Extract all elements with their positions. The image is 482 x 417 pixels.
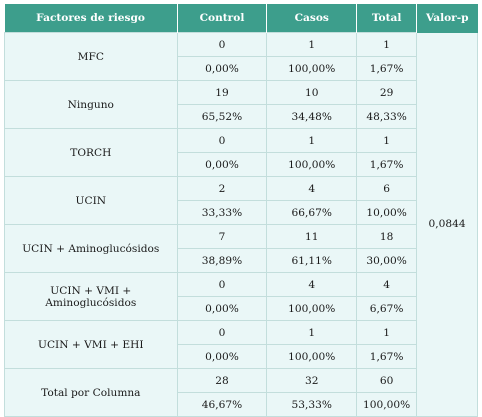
control-percent: 0,00% <box>176 56 268 81</box>
control-percent: 0,00% <box>176 296 268 321</box>
control-percent: 46,67% <box>176 392 268 417</box>
control-percent: 38,89% <box>176 248 268 273</box>
table-row: Ninguno 19 10 29 <box>4 80 478 129</box>
total-percent: 6,67% <box>356 296 418 321</box>
total-count: 29 <box>356 80 418 105</box>
factor-label: TORCH <box>4 128 178 177</box>
header-row: Factores de riesgo Control Casos Total V… <box>4 4 478 33</box>
table-row: 0,00% 100,00% 1,67% <box>5 56 478 81</box>
factor-label: UCIN <box>4 176 178 225</box>
table-row: 38,89% 61,11% 30,00% <box>5 248 478 273</box>
factor-label: UCIN + Aminoglucósidos <box>4 224 178 273</box>
control-count: 0 <box>176 272 268 297</box>
casos-percent: 100,00% <box>266 344 358 369</box>
total-percent: 1,67% <box>356 56 418 81</box>
total-count: 6 <box>356 176 418 201</box>
casos-percent: 66,67% <box>266 200 358 225</box>
table-row: MFC 0 1 1 0,0844 <box>4 32 478 417</box>
p-value: 0,0844 <box>416 32 478 417</box>
table-row: 0,00% 100,00% 1,67% <box>5 344 478 369</box>
control-count: 0 <box>176 32 268 57</box>
table-row: UCIN + VMI + EHI 0 1 1 <box>4 320 478 369</box>
control-count: 0 <box>176 320 268 345</box>
control-percent: 0,00% <box>176 152 268 177</box>
total-count: 1 <box>356 128 418 153</box>
header-total: Total <box>356 4 418 33</box>
casos-percent: 34,48% <box>266 104 358 129</box>
control-percent: 33,33% <box>176 200 268 225</box>
control-percent: 65,52% <box>176 104 268 129</box>
total-count: 1 <box>356 32 418 57</box>
factor-label: MFC <box>4 32 178 81</box>
table-body: MFC 0 1 1 0,0844 0,00% 100,00% 1,67% Ninguno 19 10… <box>4 32 478 417</box>
casos-percent: 53,33% <box>266 392 358 417</box>
total-count: 18 <box>356 224 418 249</box>
total-count: 4 <box>356 272 418 297</box>
table-row: 46,67% 53,33% 100,00% <box>5 392 478 417</box>
total-percent: 100,00% <box>356 392 418 417</box>
casos-count: 11 <box>266 224 358 249</box>
control-count: 0 <box>176 128 268 153</box>
total-count: 1 <box>356 320 418 345</box>
table-row: Total por Columna 28 32 60 <box>4 368 478 417</box>
control-percent: 0,00% <box>176 344 268 369</box>
risk-factors-table: Factores de riesgo Control Casos Total V… <box>4 4 478 417</box>
control-count: 28 <box>176 368 268 393</box>
casos-count: 4 <box>266 272 358 297</box>
table-row: 65,52% 34,48% 48,33% <box>5 104 478 129</box>
header-control: Control <box>177 4 268 33</box>
casos-percent: 100,00% <box>266 296 358 321</box>
table-row: UCIN + Aminoglucósidos 7 11 18 <box>4 224 478 273</box>
casos-percent: 100,00% <box>266 56 358 81</box>
casos-count: 1 <box>266 128 358 153</box>
control-count: 19 <box>176 80 268 105</box>
factor-label: Ninguno <box>4 80 178 129</box>
total-percent: 30,00% <box>356 248 418 273</box>
control-count: 7 <box>176 224 268 249</box>
factor-label: UCIN + VMI + Aminoglucósidos <box>4 272 178 321</box>
casos-count: 1 <box>266 32 358 57</box>
casos-count: 32 <box>266 368 358 393</box>
table-row: TORCH 0 1 1 <box>4 128 478 177</box>
table-row: UCIN 2 4 6 <box>4 176 478 225</box>
casos-count: 4 <box>266 176 358 201</box>
casos-count: 1 <box>266 320 358 345</box>
total-percent: 10,00% <box>356 200 418 225</box>
factor-label: Total por Columna <box>4 368 178 417</box>
control-count: 2 <box>176 176 268 201</box>
casos-count: 10 <box>266 80 358 105</box>
total-percent: 1,67% <box>356 152 418 177</box>
total-percent: 48,33% <box>356 104 418 129</box>
table-row: 33,33% 66,67% 10,00% <box>5 200 478 225</box>
table-row: UCIN + VMI + Aminoglucósidos 0 4 4 <box>4 272 478 321</box>
total-count: 60 <box>356 368 418 393</box>
table-header: Factores de riesgo Control Casos Total V… <box>4 4 478 33</box>
total-percent: 1,67% <box>356 344 418 369</box>
header-factores: Factores de riesgo <box>4 4 178 33</box>
casos-percent: 100,00% <box>266 152 358 177</box>
header-casos: Casos <box>266 4 358 33</box>
table-row: 0,00% 100,00% 1,67% <box>5 152 478 177</box>
header-valor-p: Valor-p <box>416 4 478 33</box>
casos-percent: 61,11% <box>266 248 358 273</box>
factor-label: UCIN + VMI + EHI <box>4 320 178 369</box>
